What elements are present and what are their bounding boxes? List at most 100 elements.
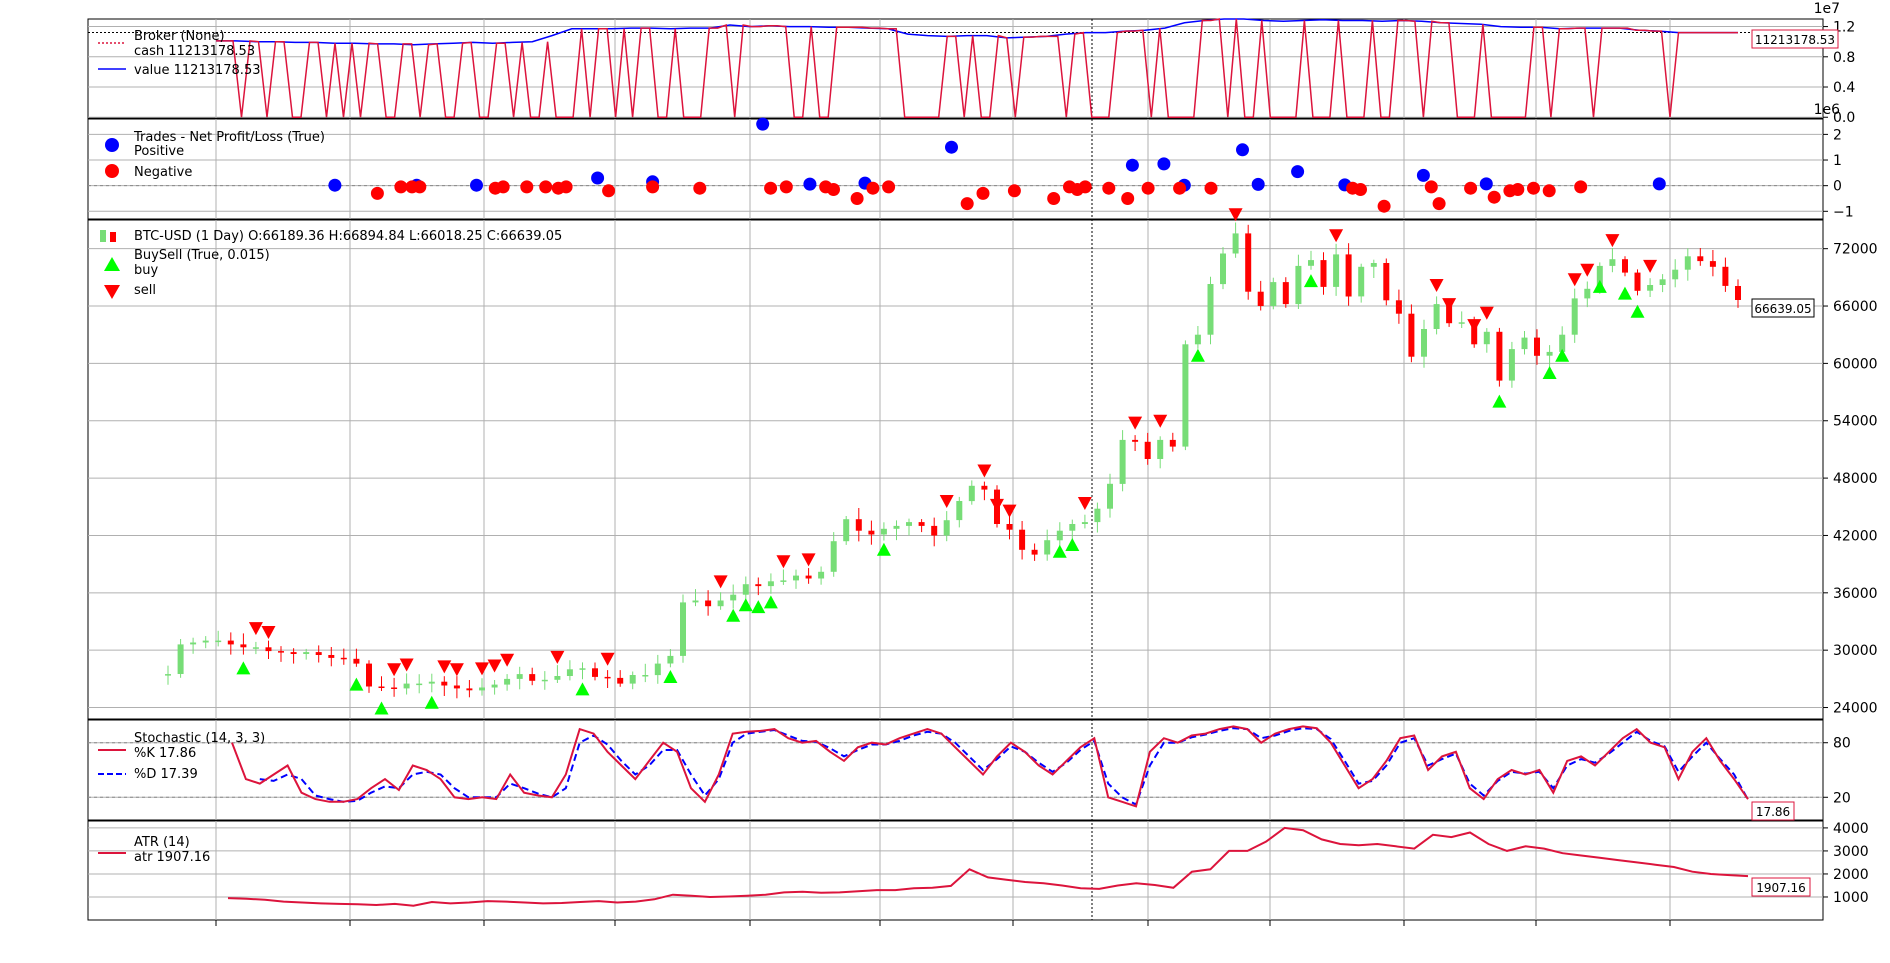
broker-tick-label-0: 1.2 [1833,20,1855,36]
sell-marker-23 [449,663,464,677]
candle-body-103 [1458,322,1465,324]
candle-body-85 [1232,233,1239,254]
sell-marker-44 [713,575,728,589]
candle-body-25 [479,687,485,691]
sell-marker-102 [1442,298,1457,312]
stochastic-k-line [231,725,1749,808]
candle-body-69 [1031,549,1038,555]
stochastic-tick-label-0: 80 [1833,736,1851,752]
atr-legend-label: atr 1907.16 [134,850,210,865]
candle-body-113 [1584,288,1591,299]
trade-negative-point-35 [827,183,840,196]
price-tick-label-7: 30000 [1833,643,1878,659]
cash-legend-label: cash 11213178.53 [134,44,255,59]
buy-marker-72 [1065,538,1080,552]
sell-marker-104 [1467,319,1482,333]
candle-body-46 [742,584,749,595]
candle-body-14 [340,657,347,660]
trade-negative-point-26 [539,180,553,194]
price-last-value-label: 66639.05 [1754,302,1811,316]
trades-legend-title: Trades - Net Profit/Loss (True) [133,130,325,145]
trade-negative-point-37 [866,181,880,195]
sell-marker-93 [1329,229,1344,243]
candle-body-74 [1094,508,1101,523]
d-legend-label: %D 17.39 [134,767,198,782]
stochastic-frame [87,719,1824,821]
candle-body-64 [968,485,975,502]
candle-body-101 [1433,304,1440,329]
buy-marker-106 [1492,394,1507,408]
candle-body-117 [1634,272,1641,291]
negative-legend-label: Negative [134,165,192,180]
candle-body-8 [265,647,272,652]
price-tick-label-3: 54000 [1833,414,1878,430]
candle-body-52 [818,571,825,579]
candle-body-96 [1370,263,1377,267]
candle-body-116 [1622,259,1628,273]
trade-positive-point-14 [1291,165,1305,179]
candle-down-legend-swatch [110,232,116,242]
trade-positive-point-17 [1479,177,1493,191]
sell-marker-26 [487,659,502,673]
sell-marker-79 [1153,414,1168,428]
candle-body-1 [177,644,184,674]
trades-tick-label-0: 2 [1833,127,1842,143]
broker-scale-label: 1e7 [1814,1,1840,17]
candle-body-122 [1697,256,1704,262]
candle-body-99 [1408,313,1415,357]
buy-marker-46 [738,598,753,612]
price-legend-title: BTC-USD (1 Day) O:66189.36 H:66894.84 L:… [134,229,562,244]
candle-body-54 [843,519,850,542]
buy-marker-111 [1555,348,1570,362]
sell-marker-31 [550,650,565,664]
atr-last-value-label: 1907.16 [1756,881,1806,895]
price-legend: BTC-USD (1 Day) O:66189.36 H:66894.84 L:… [100,229,562,299]
candle-body-119 [1659,279,1666,285]
sell-marker-105 [1479,306,1494,320]
candle-body-42 [692,600,699,603]
buy-marker-116 [1617,286,1632,300]
price-frame [87,219,1824,720]
buy-marker-40 [663,669,678,683]
candle-body-51 [805,575,812,579]
candle-body-29 [529,674,536,681]
trade-negative-point-53 [1377,199,1391,213]
candle-body-68 [1019,529,1026,550]
candle-body-3 [202,640,209,643]
sell-marker-22 [437,660,452,674]
positive-legend-marker [105,138,119,152]
buy-marker-6 [236,661,251,675]
trade-negative-point-48 [1141,181,1155,195]
candle-body-28 [516,674,523,679]
candle-body-21 [428,681,435,684]
candle-body-5 [227,640,234,645]
cash-line [216,18,1738,118]
candle-body-13 [328,655,335,658]
broker-legend: Broker (None) cash 11213178.53 value 112… [98,29,260,78]
atr-legend: ATR (14) atr 1907.16 [98,835,210,865]
candle-body-7 [252,647,259,649]
atr-last-value-box [1751,877,1811,897]
price-tick-label-1: 66000 [1833,299,1878,315]
buy-marker-21 [424,695,439,709]
sell-legend-label: sell [134,283,156,298]
candle-body-43 [705,600,712,607]
trade-negative-point-20 [394,180,408,194]
trade-negative-point-30 [646,180,660,194]
trade-positive-point-3 [591,171,605,185]
stochastic-last-value-label: 17.86 [1756,805,1790,819]
k-legend-label: %K 17.86 [134,746,196,761]
trades-tick-label-2: 0 [1833,179,1842,195]
candle-body-4 [215,640,222,643]
buy-marker-15 [349,677,364,691]
broker-tick-label-1: 0.8 [1833,50,1855,66]
price-last-value-box [1751,298,1815,318]
candle-body-75 [1107,483,1113,509]
candle-body-31 [554,676,561,680]
sell-marker-77 [1128,416,1143,430]
broker-last-value-box [1751,29,1839,49]
atr-legend-title: ATR (14) [134,835,190,850]
sell-marker-118 [1643,259,1658,273]
trade-negative-point-22 [413,180,427,194]
stochastic-tick-label-1: 20 [1833,790,1851,806]
